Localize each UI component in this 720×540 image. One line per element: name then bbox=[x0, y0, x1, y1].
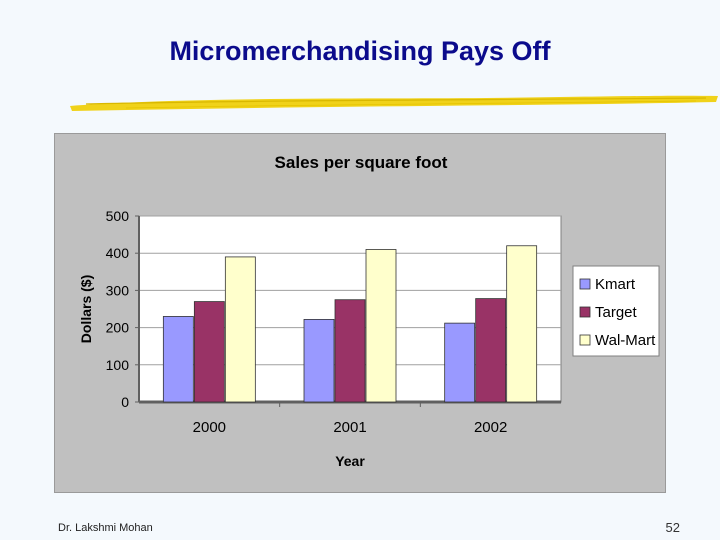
bar-kmart-2002 bbox=[444, 322, 476, 403]
legend-label: Wal-Mart bbox=[595, 332, 656, 349]
chart-title: Sales per square foot bbox=[275, 153, 448, 172]
legend-swatch bbox=[579, 306, 591, 318]
x-tick-label: 2000 bbox=[193, 419, 226, 436]
slide-title: Micromerchandising Pays Off bbox=[169, 36, 551, 66]
chart-frame: Sales per square foot Dollars ($) Year 0… bbox=[54, 133, 666, 493]
sales-bar-chart: Sales per square foot Dollars ($) Year 0… bbox=[78, 153, 660, 469]
y-tick-label: 500 bbox=[106, 208, 130, 224]
bar-kmart-2001 bbox=[303, 319, 335, 403]
bar-target-2000 bbox=[193, 301, 225, 403]
x-tick-label: 2001 bbox=[333, 419, 366, 436]
legend-label: Kmart bbox=[595, 276, 636, 293]
bar-wal-mart-2001 bbox=[365, 249, 397, 403]
bar-target-2001 bbox=[334, 299, 366, 403]
legend-swatch bbox=[579, 278, 591, 290]
x-axis-label: Year bbox=[335, 453, 365, 469]
legend-label: Target bbox=[595, 304, 638, 321]
y-tick-label: 0 bbox=[121, 394, 129, 410]
bar-target-2002 bbox=[475, 298, 507, 403]
x-tick-label: 2002 bbox=[474, 419, 507, 436]
y-axis-label: Dollars ($) bbox=[78, 275, 94, 343]
y-tick-label: 300 bbox=[106, 282, 130, 298]
bar-kmart-2000 bbox=[162, 316, 194, 403]
footer-author: Dr. Lakshmi Mohan bbox=[58, 522, 153, 534]
legend-swatch bbox=[579, 334, 591, 346]
page-number: 52 bbox=[665, 520, 680, 535]
title-underline bbox=[70, 95, 718, 111]
y-tick-label: 400 bbox=[106, 245, 130, 261]
y-tick-label: 100 bbox=[106, 357, 130, 373]
bar-wal-mart-2000 bbox=[224, 256, 256, 403]
y-tick-label: 200 bbox=[106, 320, 130, 336]
bar-wal-mart-2002 bbox=[506, 245, 538, 403]
